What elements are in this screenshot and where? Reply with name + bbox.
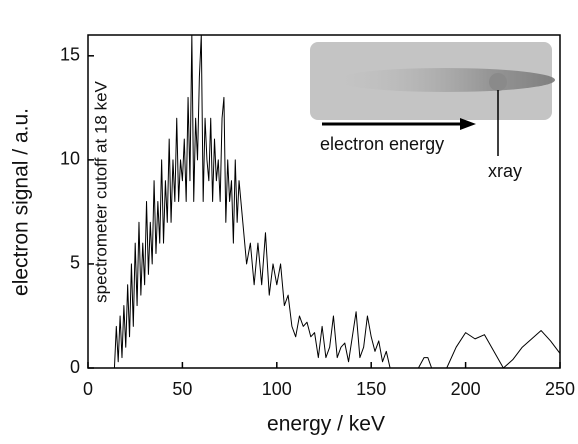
y-tick-label: 15 bbox=[60, 45, 80, 65]
y-tick-label: 5 bbox=[70, 253, 80, 273]
y-tick-label: 10 bbox=[60, 149, 80, 169]
inset-label: electron energy bbox=[320, 134, 444, 154]
x-tick-label: 50 bbox=[172, 379, 192, 399]
y-axis-label: electron signal / a.u. bbox=[10, 108, 33, 296]
data-line bbox=[113, 34, 561, 369]
x-tick-label: 150 bbox=[356, 379, 386, 399]
plot-frame bbox=[87, 34, 561, 369]
inset-beam bbox=[335, 68, 555, 92]
inset-label: xray bbox=[488, 161, 522, 181]
annotation: spectrometer cutoff at 18 keV bbox=[91, 80, 110, 302]
inset: electron energy xray bbox=[310, 42, 555, 181]
x-axis-label: energy / keV bbox=[267, 413, 385, 436]
x-tick-label: 100 bbox=[262, 379, 292, 399]
y-tick-label: 0 bbox=[70, 357, 80, 377]
x-tick-label: 200 bbox=[451, 379, 481, 399]
inset-arrow-head bbox=[460, 118, 476, 130]
x-tick-label: 0 bbox=[83, 379, 93, 399]
x-tick-label: 250 bbox=[545, 379, 575, 399]
inset-xray-spot bbox=[489, 73, 507, 91]
